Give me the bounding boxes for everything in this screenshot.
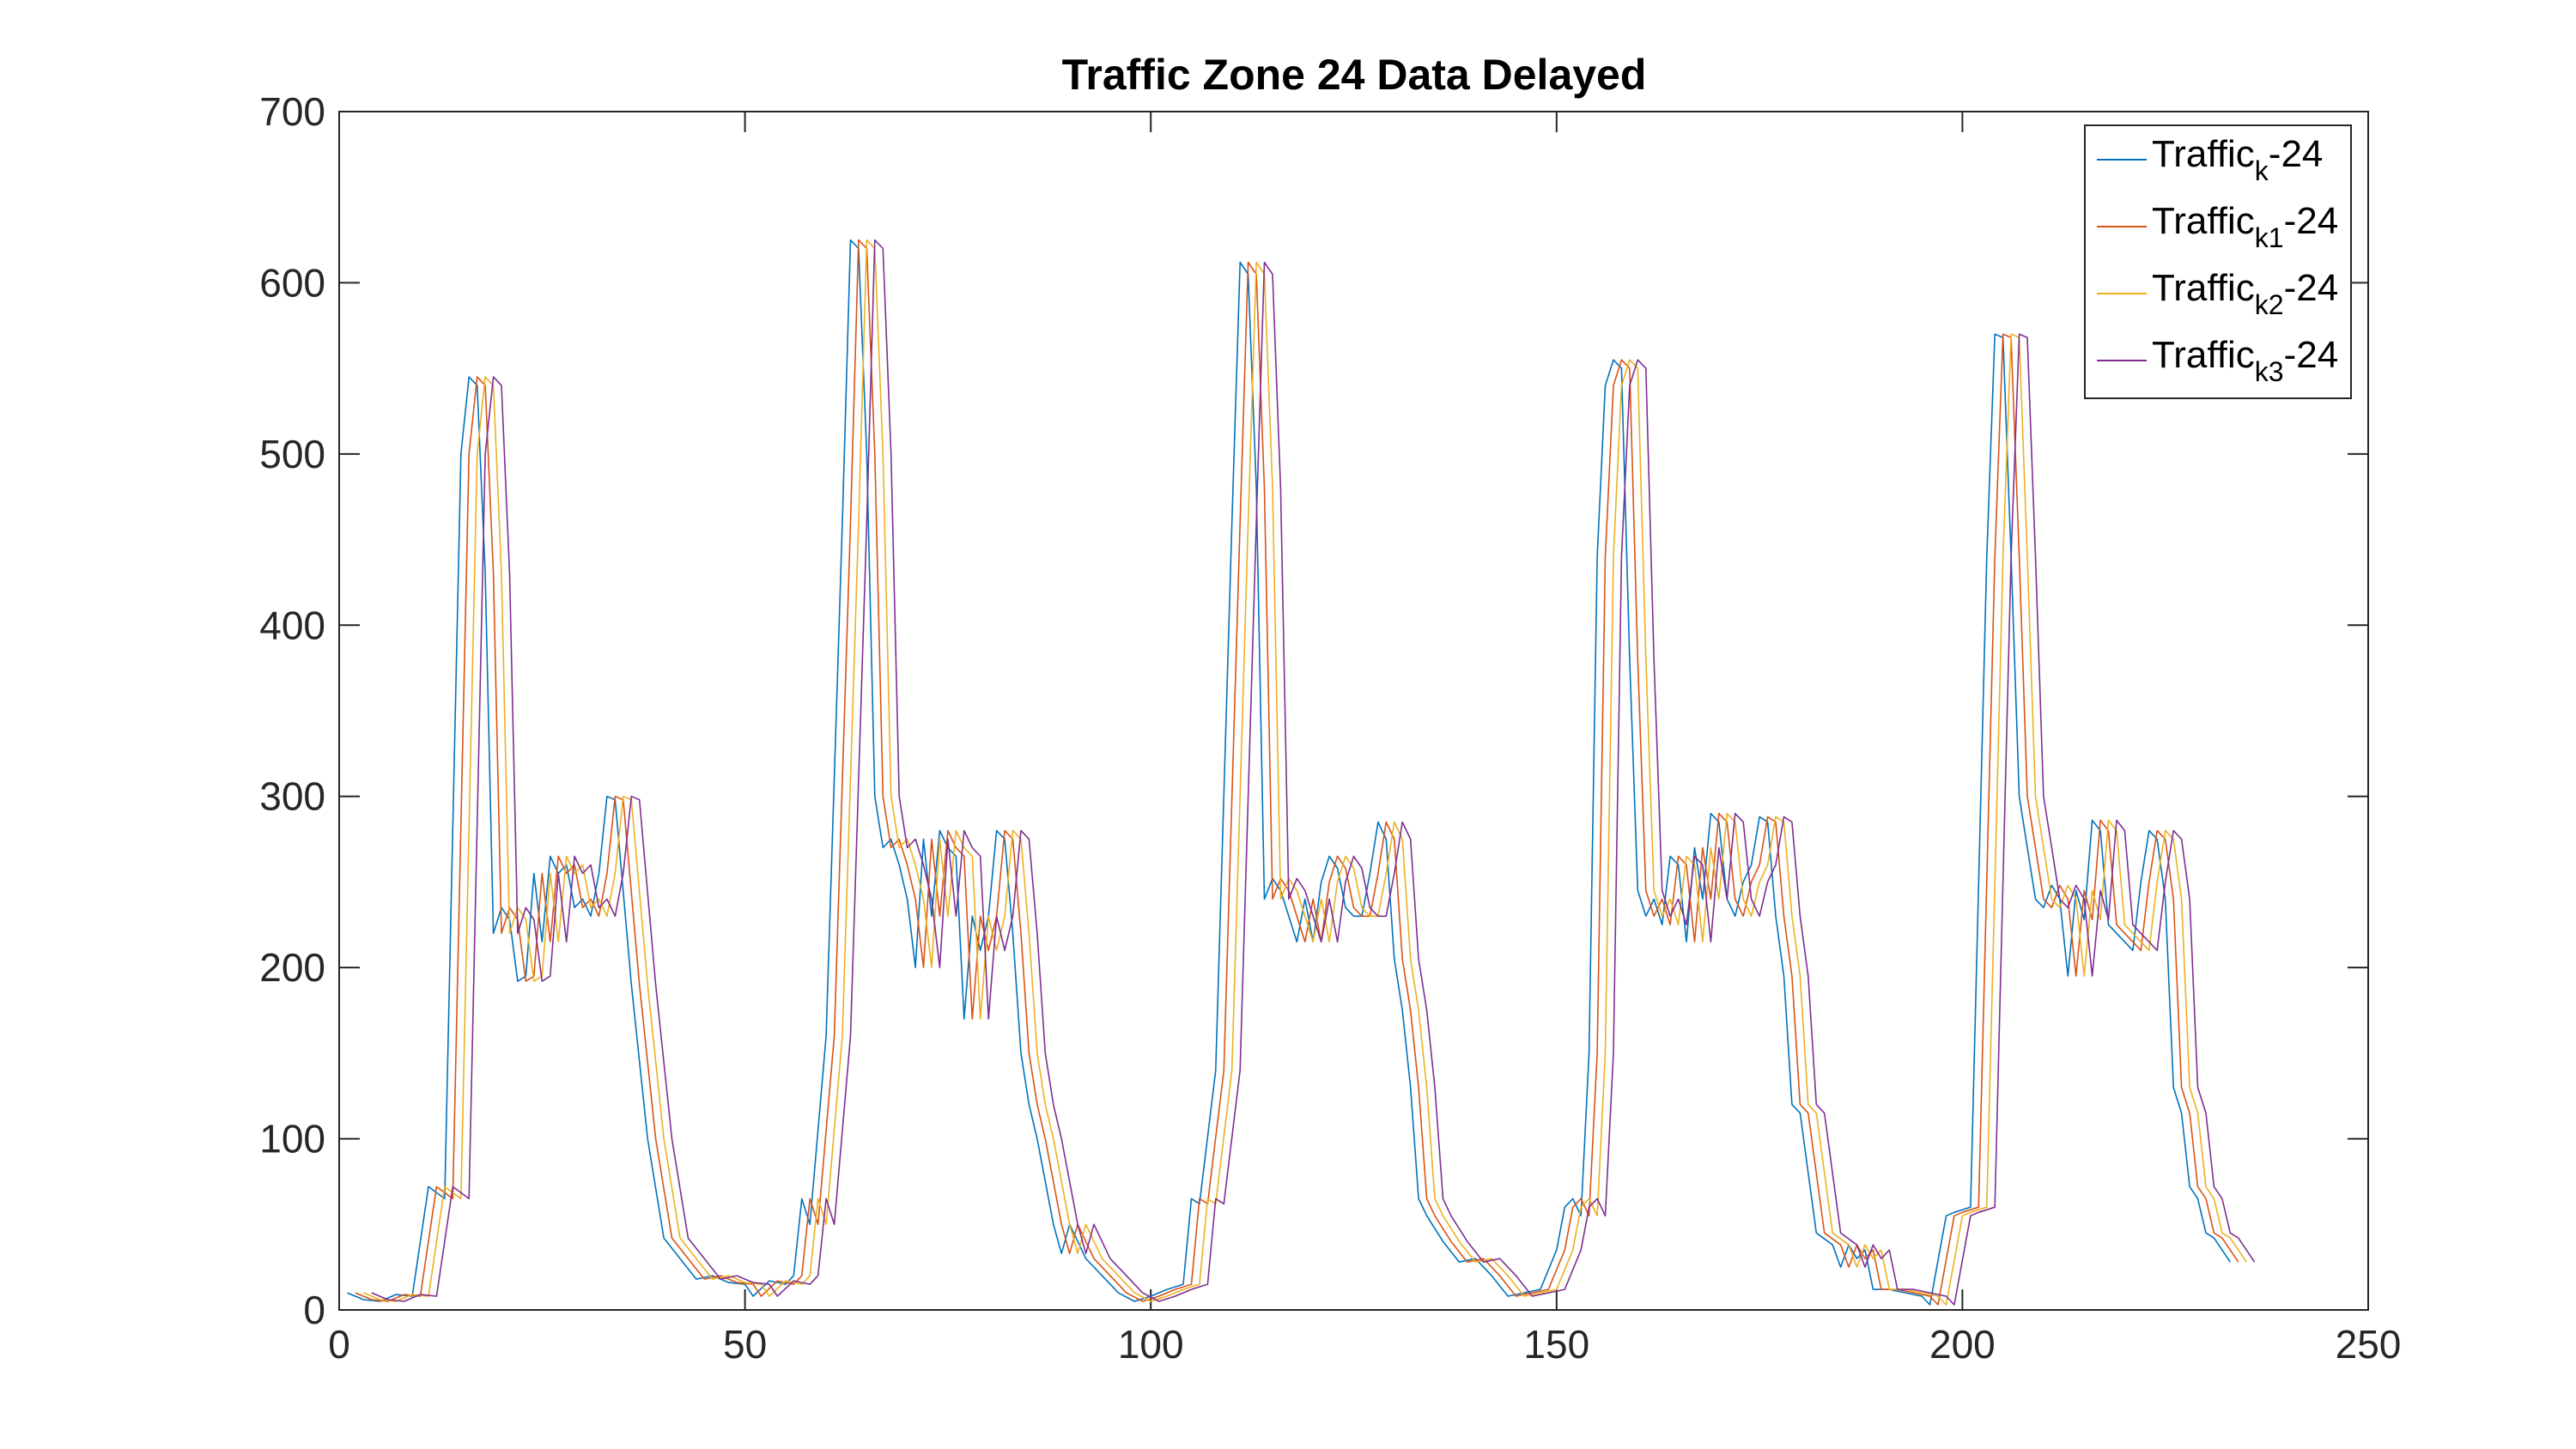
legend-box [2084, 124, 2352, 399]
x-tick-label: 150 [1523, 1322, 1589, 1367]
legend-entry: Traffick-24 [2152, 133, 2323, 186]
x-tick-label: 200 [1929, 1322, 1996, 1367]
y-axis: 0 100 200 300 400 500 600 700 [259, 89, 2368, 1332]
legend-entry: Traffick1-24 [2152, 200, 2338, 253]
y-tick-label: 100 [259, 1117, 325, 1161]
series-line-k1 [355, 239, 2239, 1306]
chart-title: Traffic Zone 24 Data Delayed [1062, 51, 1647, 99]
legend-name: Traffic [2152, 133, 2255, 175]
x-tick-label: 250 [2336, 1322, 2402, 1367]
legend-subscript: k1 [2255, 222, 2284, 253]
legend-name: Traffic [2152, 200, 2255, 242]
legend-entry: Traffick2-24 [2152, 267, 2338, 320]
legend-subscript: k2 [2255, 289, 2284, 320]
legend-subscript: k [2255, 155, 2269, 186]
y-tick-label: 500 [259, 432, 325, 476]
x-tick-label: 100 [1118, 1322, 1184, 1367]
series-line-k [347, 239, 2231, 1306]
y-tick-label: 300 [259, 774, 325, 819]
legend-name: Traffic [2152, 267, 2255, 309]
y-tick-label: 700 [259, 89, 325, 134]
series-lines [347, 239, 2256, 1306]
y-tick-label: 0 [303, 1288, 325, 1332]
y-tick-label: 400 [259, 603, 325, 647]
legend-suffix: -24 [2284, 267, 2339, 309]
x-tick-label: 0 [328, 1322, 350, 1367]
series-line-k3 [371, 239, 2256, 1306]
legend-entry: Traffick3-24 [2152, 334, 2338, 387]
legend-suffix: -24 [2269, 133, 2324, 175]
plot-area [338, 111, 2369, 1311]
y-tick-label: 600 [259, 260, 325, 305]
legend-suffix: -24 [2284, 200, 2339, 242]
legend-name: Traffic [2152, 334, 2255, 376]
legend-subscript: k3 [2255, 356, 2284, 387]
legend: Traffick-24Traffick1-24Traffick2-24Traff… [2084, 124, 2352, 399]
x-axis: 0 50 100 150 200 250 [328, 112, 2401, 1367]
series-line-k2 [363, 239, 2247, 1306]
y-tick-label: 200 [259, 945, 325, 990]
legend-suffix: -24 [2284, 334, 2339, 376]
x-tick-label: 50 [723, 1322, 767, 1367]
